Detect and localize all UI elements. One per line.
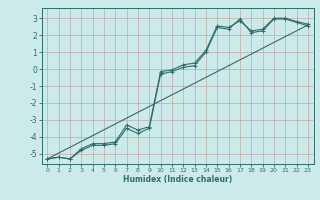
X-axis label: Humidex (Indice chaleur): Humidex (Indice chaleur) — [123, 175, 232, 184]
